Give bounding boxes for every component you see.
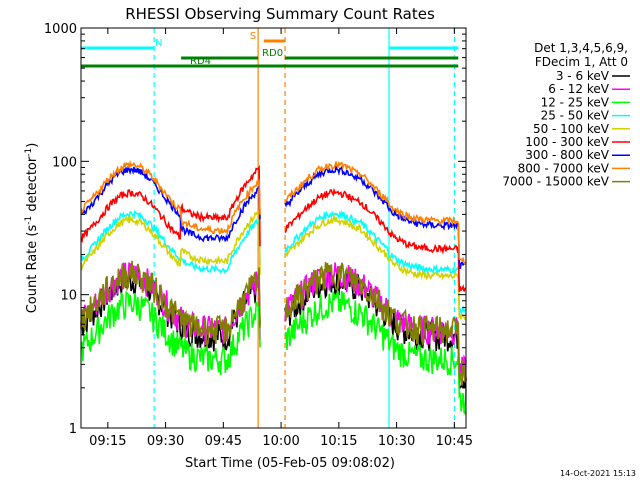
generated-timestamp: 14-Oct-2021 15:13 — [560, 469, 636, 478]
plot-frame — [80, 27, 467, 429]
plot-area: N S RD0 RD4 — [80, 28, 467, 428]
x-tick-label-3: 10:00 — [262, 434, 299, 449]
legend-label-6: 300 - 800 keV — [525, 148, 609, 162]
y-axis-label-sup1: -1 — [24, 216, 34, 225]
x-tick-label-2: 09:45 — [205, 434, 242, 449]
legend-label-5: 100 - 300 keV — [525, 135, 609, 149]
x-tick-label-4: 10:15 — [320, 434, 357, 449]
series-line-3 — [80, 209, 467, 317]
series-line-4 — [80, 208, 467, 321]
legend-label-2: 12 - 25 keV — [541, 95, 610, 109]
x-tick-label-6: 10:45 — [436, 434, 473, 449]
flag-label-3: RD4 — [190, 56, 211, 67]
legend-label-1: 6 - 12 keV — [548, 82, 610, 96]
legend-label-7: 800 - 7000 keV — [518, 161, 610, 175]
series-line-7 — [80, 159, 467, 266]
flag-label-2: RD0 — [262, 48, 283, 59]
y-axis-label-part3: ) — [25, 143, 40, 148]
legend-label-4: 50 - 100 keV — [533, 122, 610, 136]
y-tick-label-2: 100 — [52, 155, 77, 170]
x-axis-label: Start Time (05-Feb-05 09:08:02) — [185, 456, 395, 471]
axes: 09:15 09:30 09:45 10:00 10:15 10:30 10:45 1 10 10… — [44, 22, 473, 449]
flag-label-1: S — [250, 31, 256, 42]
y-tick-label-0: 1 — [69, 422, 77, 437]
chart-title: RHESSI Observing Summary Count Rates — [125, 5, 435, 23]
y-tick-label-1: 10 — [60, 289, 77, 304]
series-line-8 — [80, 260, 467, 386]
legend-label-0: 3 - 6 keV — [556, 69, 610, 83]
y-tick-label-3: 1000 — [44, 22, 77, 37]
series-line-5 — [80, 164, 467, 293]
x-tick-label-1: 09:30 — [147, 434, 184, 449]
y-axis-label-part2: detector — [25, 156, 40, 216]
y-axis-label: Count Rate (s-1 detector-1) — [24, 143, 40, 314]
y-axis-label-part1: Count Rate (s — [25, 225, 40, 314]
flag-label-0: N — [155, 38, 162, 49]
x-tick-label-5: 10:30 — [378, 434, 415, 449]
y-axis-label-sup2: -1 — [24, 148, 34, 157]
legend-header-line2: FDecim 1, Att 0 — [535, 55, 628, 69]
series-line-2 — [80, 290, 467, 416]
legend-label-3: 25 - 50 keV — [541, 109, 610, 123]
legend-header-line1: Det 1,3,4,5,6,9, — [534, 41, 628, 55]
x-tick-label-0: 09:15 — [89, 434, 126, 449]
legend-label-8: 7000 - 15000 keV — [502, 175, 609, 189]
